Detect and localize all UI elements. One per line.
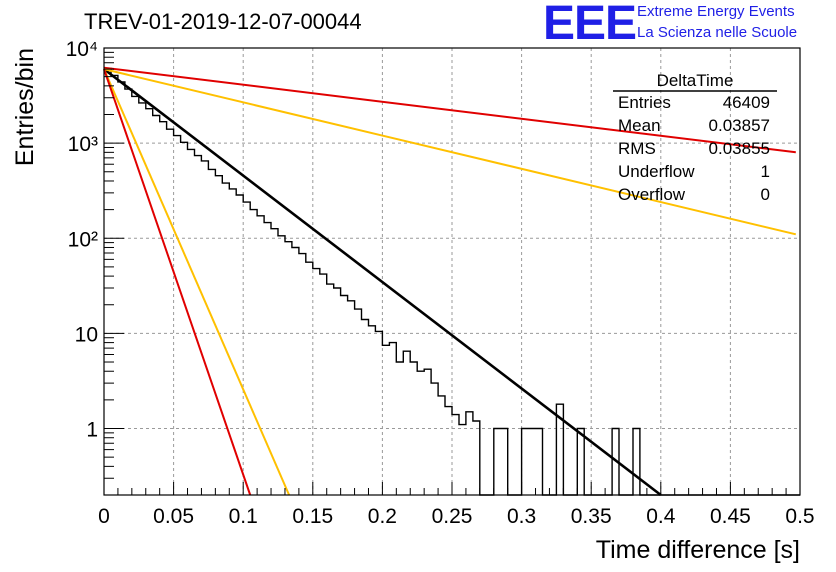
x-axis-title: Time difference [s] — [596, 536, 800, 564]
stats-label-overflow: Overflow — [618, 185, 686, 204]
stats-value-entries: 46409 — [722, 93, 770, 112]
logo-tagline-1: Extreme Energy Events — [637, 3, 795, 20]
eee-logo: EEE — [543, 0, 637, 50]
y-tick-label: 10² — [68, 228, 98, 251]
y-tick-label: 10⁴ — [66, 38, 98, 61]
x-tick-label: 0.1 — [229, 505, 258, 528]
logo-tagline-2: La Scienza nelle Scuole — [637, 24, 798, 41]
reference-curve-2 — [103, 66, 796, 154]
plot-data — [103, 66, 800, 497]
x-tick-label: 0.3 — [507, 505, 536, 528]
stats-title: DeltaTime — [656, 71, 734, 90]
stats-label-entries: Entries — [618, 93, 671, 112]
x-tick-label: 0.05 — [153, 505, 194, 528]
reference-curve-5 — [103, 68, 252, 496]
stats-value-rms: 0.03855 — [708, 139, 770, 158]
x-tick-label: 0 — [98, 505, 110, 528]
x-tick-label: 0.25 — [432, 505, 473, 528]
grid-lines — [104, 48, 800, 495]
stats-label-underflow: Underflow — [618, 162, 695, 181]
reference-curve-4 — [103, 68, 291, 496]
y-tick-label: 10 — [75, 323, 98, 346]
y-axis-title: Entries/bin — [11, 48, 39, 166]
y-tick-label: 10³ — [68, 133, 98, 156]
stats-label-mean: Mean — [618, 116, 661, 135]
x-tick-label: 0.2 — [368, 505, 397, 528]
exponential-fit-line — [103, 68, 662, 497]
x-tick-label: 0.35 — [571, 505, 612, 528]
stats-value-overflow: 0 — [760, 185, 770, 204]
plot-title: TREV-01-2019-12-07-00044 — [84, 9, 362, 34]
stats-value-underflow: 1 — [760, 162, 770, 181]
reference-curve-3 — [103, 68, 797, 236]
x-tick-label: 0.5 — [785, 505, 814, 528]
stats-label-rms: RMS — [618, 139, 656, 158]
tick-labels: 0 0.05 0.1 0.15 0.2 0.25 0.3 0.35 0.4 0.45 0.51101… — [11, 38, 815, 564]
axis-ticks — [103, 47, 801, 496]
stats-value-mean: 0.03857 — [708, 116, 770, 135]
x-tick-label: 0.15 — [292, 505, 333, 528]
x-tick-label: 0.45 — [710, 505, 751, 528]
x-tick-label: 0.4 — [646, 505, 676, 528]
y-tick-label: 1 — [86, 419, 98, 442]
